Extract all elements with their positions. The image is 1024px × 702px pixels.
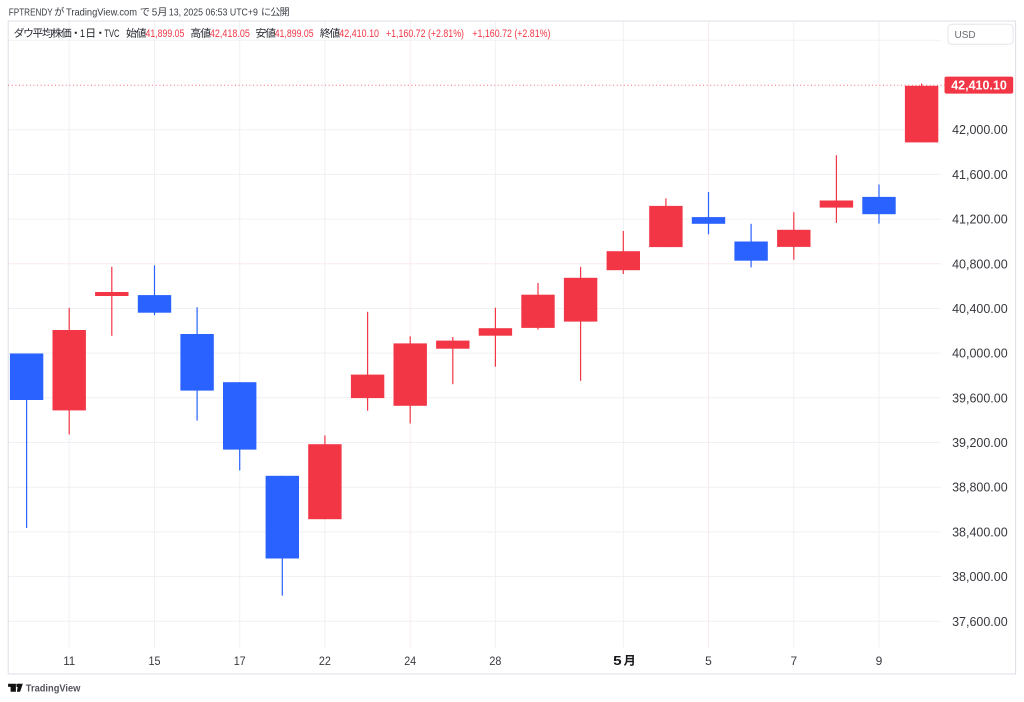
svg-text:40,800.00: 40,800.00 <box>952 257 1008 271</box>
svg-text:41,899.05: 41,899.05 <box>146 28 185 40</box>
svg-text:39,600.00: 39,600.00 <box>952 391 1008 405</box>
svg-text:24: 24 <box>404 654 416 668</box>
svg-text:42,410.10: 42,410.10 <box>951 79 1007 93</box>
svg-text:42,000.00: 42,000.00 <box>952 123 1008 137</box>
svg-text:TradingView: TradingView <box>26 683 81 695</box>
svg-text:38,400.00: 38,400.00 <box>952 525 1008 539</box>
svg-text:39,200.00: 39,200.00 <box>952 436 1008 450</box>
svg-text:22: 22 <box>319 654 331 668</box>
svg-text:38,000.00: 38,000.00 <box>952 570 1008 584</box>
svg-text:USD: USD <box>955 30 976 41</box>
svg-text:FPTRENDY: FPTRENDY <box>9 6 53 18</box>
svg-text:+1,160.72 (+2.81%): +1,160.72 (+2.81%) <box>472 28 550 40</box>
svg-text:41,200.00: 41,200.00 <box>952 213 1008 227</box>
svg-text:11: 11 <box>63 654 75 668</box>
svg-text:9: 9 <box>876 654 883 668</box>
svg-text:+1,160.72 (+2.81%): +1,160.72 (+2.81%) <box>386 28 464 40</box>
svg-text:5: 5 <box>152 6 158 18</box>
svg-text:13, 2025 06:53 UTC+9: 13, 2025 06:53 UTC+9 <box>169 6 258 18</box>
svg-text:15: 15 <box>149 654 161 668</box>
svg-text:41,899.05: 41,899.05 <box>275 28 314 40</box>
svg-text:7: 7 <box>790 654 797 668</box>
svg-text:42,418.05: 42,418.05 <box>210 28 250 40</box>
svg-text:TradingView.com: TradingView.com <box>66 6 137 18</box>
svg-text:40,000.00: 40,000.00 <box>952 347 1008 361</box>
svg-text:28: 28 <box>489 654 501 668</box>
svg-text:37,600.00: 37,600.00 <box>952 615 1008 629</box>
svg-text:5: 5 <box>705 654 712 668</box>
svg-text:TVC: TVC <box>104 28 119 40</box>
svg-text:38,800.00: 38,800.00 <box>952 481 1008 495</box>
svg-text:1: 1 <box>80 28 85 40</box>
svg-text:17: 17 <box>234 654 246 668</box>
svg-text:42,410.10: 42,410.10 <box>339 28 379 40</box>
svg-text:40,400.00: 40,400.00 <box>952 302 1008 316</box>
svg-text:41,600.00: 41,600.00 <box>952 168 1008 182</box>
svg-text:5: 5 <box>613 654 622 668</box>
